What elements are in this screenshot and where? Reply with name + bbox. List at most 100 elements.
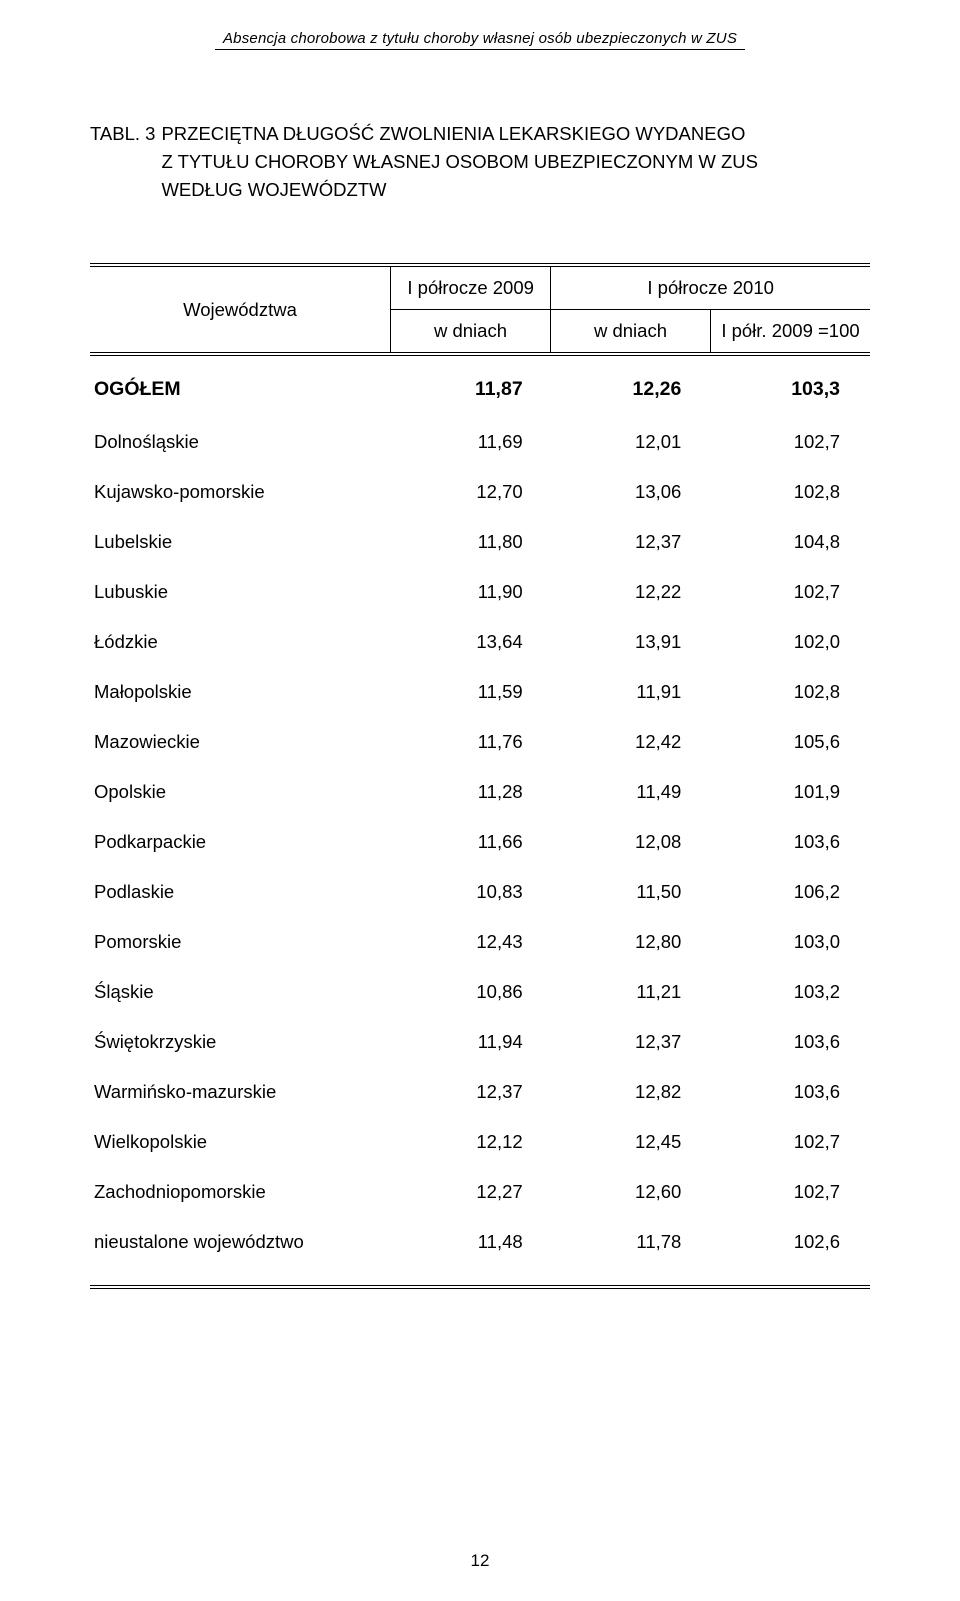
row-cell: 102,8 xyxy=(711,481,870,503)
row-label: Warmińsko-mazurskie xyxy=(90,1081,394,1103)
table-row: Mazowieckie11,7612,42105,6 xyxy=(90,717,870,767)
row-cell: 12,60 xyxy=(553,1181,712,1203)
table-row: Pomorskie12,4312,80103,0 xyxy=(90,917,870,967)
table-caption: TABL. 3 PRZECIĘTNA DŁUGOŚĆ ZWOLNIENIA LE… xyxy=(90,120,870,203)
row-cell: 10,83 xyxy=(394,881,553,903)
row-cell: 102,7 xyxy=(711,1131,870,1153)
header-period-2009: I półrocze 2009 xyxy=(391,267,551,309)
row-cell: 103,6 xyxy=(711,1031,870,1053)
row-cell: 102,0 xyxy=(711,631,870,653)
row-cell: 12,37 xyxy=(553,531,712,553)
table-row: Śląskie10,8611,21103,2 xyxy=(90,967,870,1017)
row-cells: 11,6912,01102,7 xyxy=(394,431,870,453)
table-row: Dolnośląskie11,6912,01102,7 xyxy=(90,417,870,467)
row-cell: 12,01 xyxy=(553,431,712,453)
row-label: nieustalone województwo xyxy=(90,1231,394,1253)
row-label: Dolnośląskie xyxy=(90,431,394,453)
table-body: OGÓŁEM 11,87 12,26 103,3 Dolnośląskie11,… xyxy=(90,356,870,1289)
row-cells: 10,8311,50106,2 xyxy=(394,881,870,903)
header-col-index: I półr. 2009 =100 xyxy=(711,310,870,352)
running-header: Absencja chorobowa z tytułu choroby włas… xyxy=(215,30,745,50)
row-cell: 102,6 xyxy=(711,1231,870,1253)
row-cells: 11,5911,91102,8 xyxy=(394,681,870,703)
row-cell: 12,37 xyxy=(394,1081,553,1103)
row-cell: 12,37 xyxy=(553,1031,712,1053)
row-cell: 11,28 xyxy=(394,781,553,803)
total-c3: 103,3 xyxy=(711,378,870,401)
row-cell: 101,9 xyxy=(711,781,870,803)
table-row: Wielkopolskie12,1212,45102,7 xyxy=(90,1117,870,1167)
row-cell: 13,91 xyxy=(553,631,712,653)
row-cell: 103,6 xyxy=(711,831,870,853)
row-cells: 12,1212,45102,7 xyxy=(394,1131,870,1153)
table-title-line: Z TYTUŁU CHOROBY WŁASNEJ OSOBOM UBEZPIEC… xyxy=(161,148,758,176)
row-cell: 102,7 xyxy=(711,431,870,453)
running-header-wrap: Absencja chorobowa z tytułu choroby włas… xyxy=(90,0,870,50)
total-cells: 11,87 12,26 103,3 xyxy=(394,378,870,401)
row-label: Śląskie xyxy=(90,981,394,1003)
row-label: Zachodniopomorskie xyxy=(90,1181,394,1203)
total-c1: 11,87 xyxy=(394,378,553,401)
header-period-2010: I półrocze 2010 xyxy=(551,267,870,309)
table-row: Małopolskie11,5911,91102,8 xyxy=(90,667,870,717)
table-title: PRZECIĘTNA DŁUGOŚĆ ZWOLNIENIA LEKARSKIEG… xyxy=(161,120,758,203)
row-cell: 104,8 xyxy=(711,531,870,553)
row-cell: 103,2 xyxy=(711,981,870,1003)
row-label: Podlaskie xyxy=(90,881,394,903)
row-cells: 12,2712,60102,7 xyxy=(394,1181,870,1203)
table-row: Zachodniopomorskie12,2712,60102,7 xyxy=(90,1167,870,1217)
row-cells: 11,7612,42105,6 xyxy=(394,731,870,753)
row-label: Małopolskie xyxy=(90,681,394,703)
row-cell: 11,91 xyxy=(553,681,712,703)
row-cell: 12,22 xyxy=(553,581,712,603)
row-cell: 103,6 xyxy=(711,1081,870,1103)
table-row: Warmińsko-mazurskie12,3712,82103,6 xyxy=(90,1067,870,1117)
row-cell: 11,78 xyxy=(553,1231,712,1253)
row-cell: 11,69 xyxy=(394,431,553,453)
row-cell: 11,21 xyxy=(553,981,712,1003)
row-cell: 11,94 xyxy=(394,1031,553,1053)
data-table: Województwa I półrocze 2009 I półrocze 2… xyxy=(90,263,870,1289)
row-cells: 12,7013,06102,8 xyxy=(394,481,870,503)
table-row: Podkarpackie11,6612,08103,6 xyxy=(90,817,870,867)
row-cells: 13,6413,91102,0 xyxy=(394,631,870,653)
table-row: Lubuskie11,9012,22102,7 xyxy=(90,567,870,617)
table-header: Województwa I półrocze 2009 I półrocze 2… xyxy=(90,263,870,356)
table-row: Opolskie11,2811,49101,9 xyxy=(90,767,870,817)
row-label: Pomorskie xyxy=(90,931,394,953)
row-label: Opolskie xyxy=(90,781,394,803)
row-label: Łódzkie xyxy=(90,631,394,653)
row-cells: 11,2811,49101,9 xyxy=(394,781,870,803)
row-cell: 11,59 xyxy=(394,681,553,703)
header-stub: Województwa xyxy=(90,267,390,352)
document-page: Absencja chorobowa z tytułu choroby włas… xyxy=(0,0,960,1601)
row-cells: 10,8611,21103,2 xyxy=(394,981,870,1003)
table-title-line: WEDŁUG WOJEWÓDZTW xyxy=(161,176,758,204)
row-cells: 12,4312,80103,0 xyxy=(394,931,870,953)
page-number: 12 xyxy=(0,1551,960,1571)
row-cell: 12,43 xyxy=(394,931,553,953)
row-cell: 12,70 xyxy=(394,481,553,503)
table-row: nieustalone województwo11,4811,78102,6 xyxy=(90,1217,870,1267)
row-cells: 11,8012,37104,8 xyxy=(394,531,870,553)
row-cell: 102,8 xyxy=(711,681,870,703)
row-cell: 11,90 xyxy=(394,581,553,603)
row-cell: 13,64 xyxy=(394,631,553,653)
row-cells: 11,9412,37103,6 xyxy=(394,1031,870,1053)
row-cell: 12,27 xyxy=(394,1181,553,1203)
row-cell: 102,7 xyxy=(711,1181,870,1203)
header-top-row: I półrocze 2009 I półrocze 2010 xyxy=(391,267,870,310)
table-row: Lubelskie11,8012,37104,8 xyxy=(90,517,870,567)
header-col-days-2009: w dniach xyxy=(391,310,550,352)
header-sub-row: w dniach w dniach I półr. 2009 =100 xyxy=(391,310,870,352)
row-cell: 102,7 xyxy=(711,581,870,603)
row-cells: 11,4811,78102,6 xyxy=(394,1231,870,1253)
row-cell: 106,2 xyxy=(711,881,870,903)
row-cell: 105,6 xyxy=(711,731,870,753)
table-row: Podlaskie10,8311,50106,2 xyxy=(90,867,870,917)
row-label: Lubuskie xyxy=(90,581,394,603)
total-c2: 12,26 xyxy=(553,378,712,401)
row-label: Świętokrzyskie xyxy=(90,1031,394,1053)
table-row-total: OGÓŁEM 11,87 12,26 103,3 xyxy=(90,356,870,417)
table-row: Kujawsko-pomorskie12,7013,06102,8 xyxy=(90,467,870,517)
